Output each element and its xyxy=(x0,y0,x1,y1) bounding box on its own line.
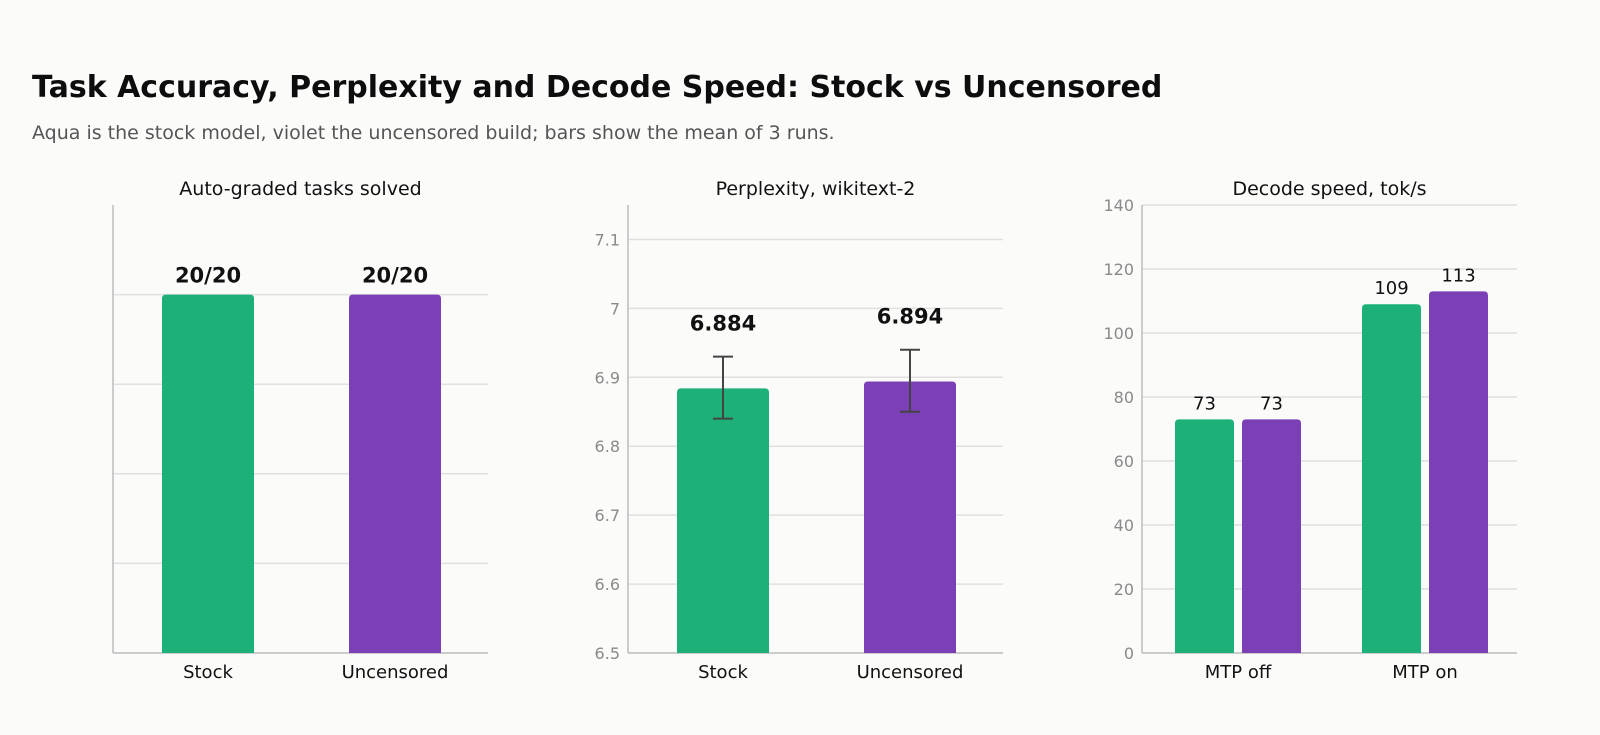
chart3-x-tick-label: MTP off xyxy=(1205,662,1272,683)
chart1-bar xyxy=(162,294,254,653)
chart3-bar xyxy=(1429,291,1488,653)
chart2-y-tick-label: 6.6 xyxy=(595,575,620,594)
chart3-y-tick-label: 80 xyxy=(1114,388,1134,407)
chart1-data-label: 20/20 xyxy=(175,264,241,288)
chart2-y-tick-label: 6.8 xyxy=(595,437,620,456)
figure-title: Task Accuracy, Perplexity and Decode Spe… xyxy=(32,70,1163,105)
chart2-y-tick-label: 7 xyxy=(610,299,620,318)
chart2-data-label: 6.884 xyxy=(690,312,756,336)
chart3-data-label: 109 xyxy=(1374,278,1408,299)
chart3-y-tick-label: 0 xyxy=(1124,644,1134,663)
chart2-bar xyxy=(864,381,956,653)
chart3-data-label: 73 xyxy=(1193,393,1216,414)
chart3-data-label: 113 xyxy=(1441,265,1475,286)
chart1-bar xyxy=(349,294,441,653)
chart3-y-tick-label: 100 xyxy=(1103,324,1134,343)
chart1-title: Auto-graded tasks solved xyxy=(179,178,421,200)
chart2-x-tick-label: Stock xyxy=(698,662,748,683)
chart2-title: Perplexity, wikitext-2 xyxy=(716,178,916,200)
chart2-y-tick-label: 6.5 xyxy=(595,644,620,663)
chart3-data-label: 73 xyxy=(1260,393,1283,414)
chart1-x-tick-label: Uncensored xyxy=(342,662,449,683)
chart2-y-tick-label: 6.9 xyxy=(595,368,620,387)
chart2-data-label: 6.894 xyxy=(877,305,943,329)
chart2-y-tick-label: 6.7 xyxy=(595,506,620,525)
chart1-data-label: 20/20 xyxy=(362,264,428,288)
chart3-bar xyxy=(1362,304,1421,653)
figure-subtitle: Aqua is the stock model, violet the unce… xyxy=(32,122,835,144)
chart2-bar xyxy=(677,388,769,653)
chart3-x-tick-label: MTP on xyxy=(1392,662,1458,683)
chart3-bar xyxy=(1242,419,1301,653)
chart3-y-tick-label: 140 xyxy=(1103,196,1134,215)
chart3-title: Decode speed, tok/s xyxy=(1232,178,1426,200)
chart3-y-tick-label: 20 xyxy=(1114,580,1134,599)
chart3-y-tick-label: 60 xyxy=(1114,452,1134,471)
chart3-bar xyxy=(1175,419,1234,653)
chart1-x-tick-label: Stock xyxy=(183,662,233,683)
chart2-y-tick-label: 7.1 xyxy=(595,230,620,249)
chart3-y-tick-label: 120 xyxy=(1103,260,1134,279)
chart2-x-tick-label: Uncensored xyxy=(857,662,964,683)
chart3-y-tick-label: 40 xyxy=(1114,516,1134,535)
